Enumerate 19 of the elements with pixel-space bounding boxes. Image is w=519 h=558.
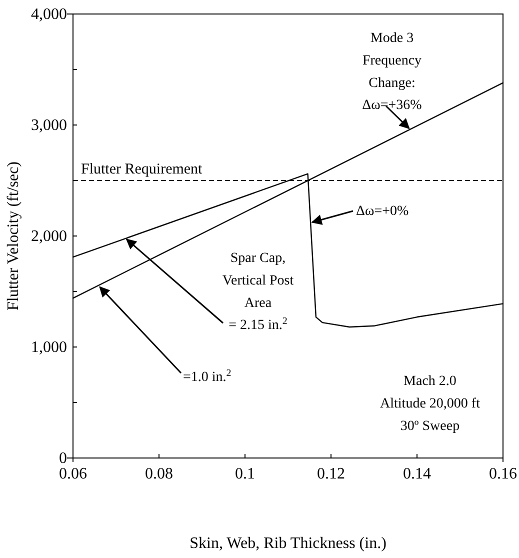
x-tick-label: 0.08	[145, 466, 173, 483]
x-axis-title: Skin, Web, Rib Thickness (in.)	[190, 535, 386, 552]
y-tick-label: 2,000	[31, 228, 67, 246]
y-tick-label: 1,000	[31, 339, 67, 356]
ref-line-label: Flutter Requirement	[81, 162, 204, 178]
annotation: Spar Cap, Vertical Post Area = 2.15 in.$^{2}$	[222, 251, 294, 334]
x-tick-label: 0.16	[489, 466, 517, 483]
x-tick-label: 0.12	[317, 466, 345, 483]
annotation: Δω=+0%	[356, 204, 410, 219]
x-tick-label: 0.14	[403, 466, 431, 483]
y-axis-title: Flutter Velocity (ft/sec)	[5, 162, 22, 310]
x-tick-label: 0.1	[235, 466, 255, 483]
x-tick-label: 0.06	[59, 466, 87, 483]
annotation: =1.0 in.$^{2}$	[183, 368, 232, 385]
annotation: Mach 2.0 Altitude 20,000 ft 30º Sweep	[380, 374, 480, 434]
annotation: Mode 3 Frequency Change: Δω=+36%	[362, 31, 422, 114]
y-tick-label: 3,000	[31, 117, 67, 134]
y-tick-label: 4,000	[31, 6, 67, 24]
y-tick-label: 0	[59, 450, 67, 468]
